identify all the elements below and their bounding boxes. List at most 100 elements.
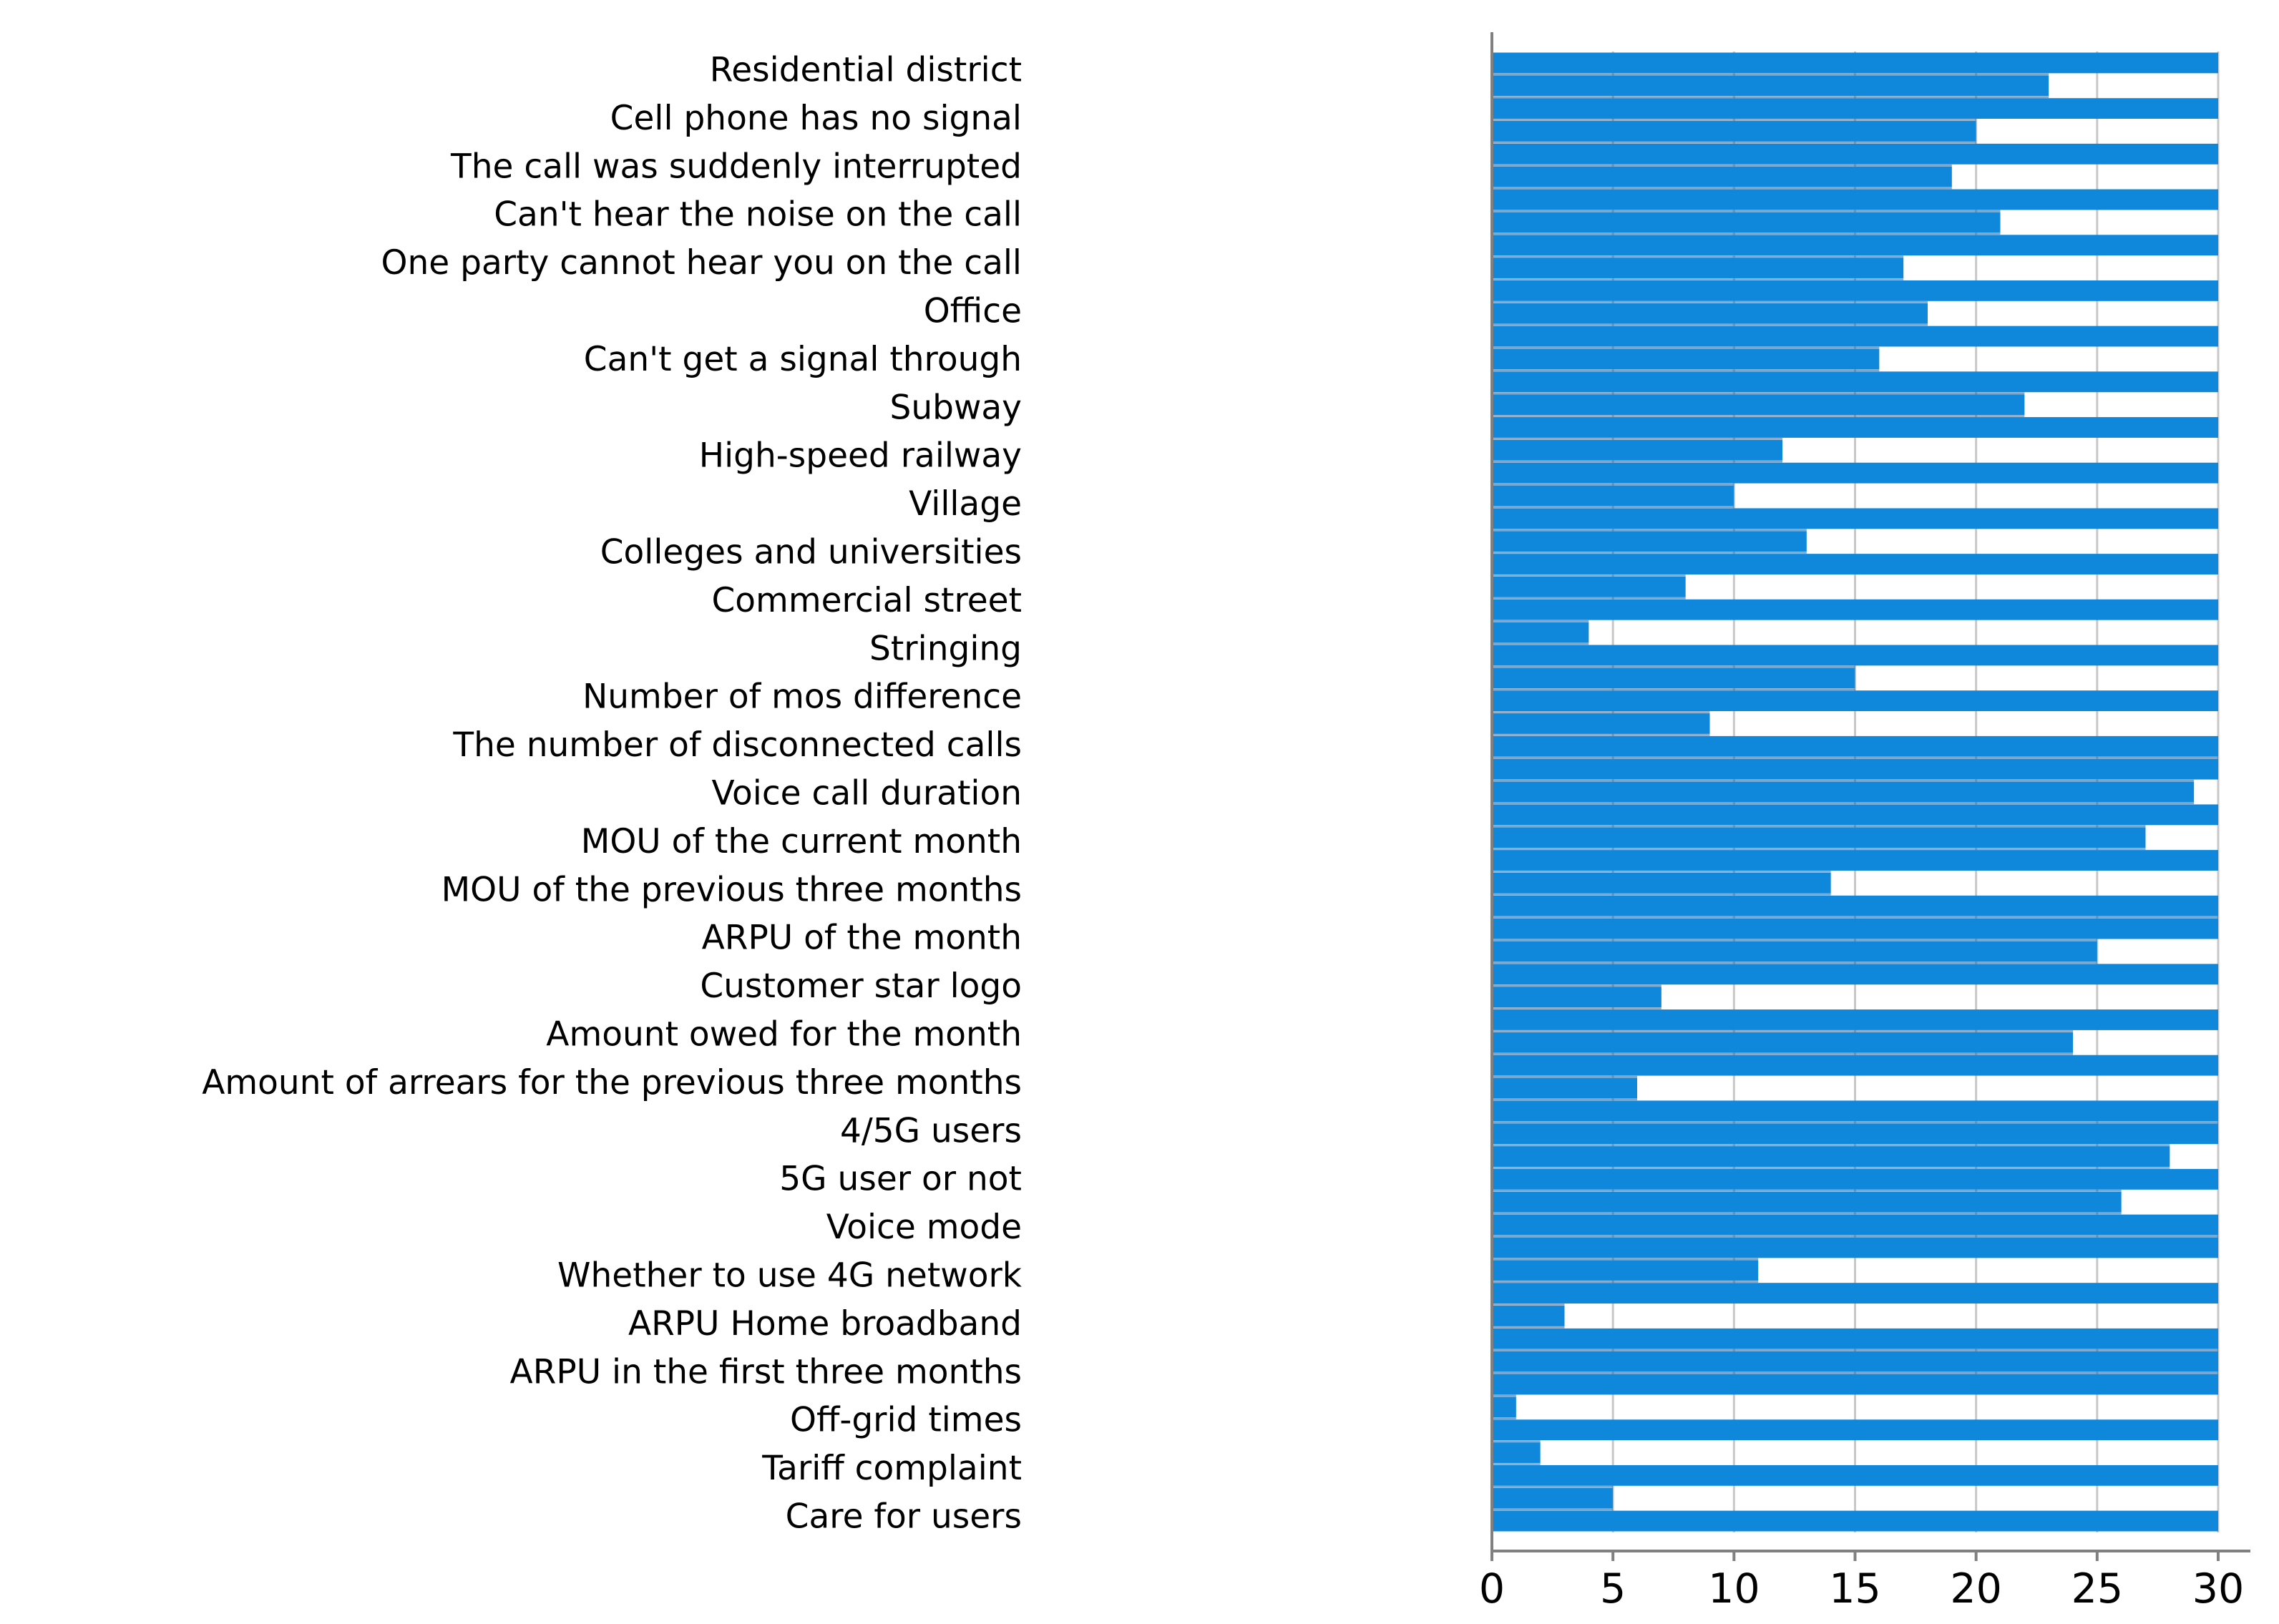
bar [1492,622,1589,643]
bar [1492,1328,2218,1349]
bar [1492,554,2218,574]
bar [1492,872,1831,894]
category-label: One party cannot hear you on the call [381,243,1022,283]
category-label: Village [909,484,1022,524]
category-label: The call was suddenly interrupted [450,147,1022,186]
bar [1492,599,2218,620]
bar [1492,667,1855,689]
bar [1492,531,1807,552]
category-label: MOU of the current month [581,822,1022,861]
bar [1492,735,2218,757]
bar [1492,804,2218,826]
category-label: Stringing [869,629,1022,668]
category-label: Commercial street [711,581,1022,620]
bar [1492,758,2218,780]
tick-labels: 0 5 10 15 20 25 30 [1479,1565,2244,1613]
bar [1492,143,2218,165]
category-label: 4/5G users [840,1111,1022,1150]
bar [1492,1396,1516,1418]
bar [1492,713,1710,734]
bar [1492,1283,2218,1304]
bar [1492,371,2218,393]
category-label: Amount of arrears for the previous three… [202,1063,1022,1102]
category-label: ARPU in the first three months [510,1352,1022,1391]
bar [1492,1009,2218,1030]
axes [1490,32,2250,1561]
bar [1492,964,2218,985]
category-label: Tariff complaint [761,1449,1022,1488]
bar [1492,1419,2218,1441]
x-tick-label: 5 [1600,1565,1626,1613]
bar [1492,189,2218,210]
category-label: Office [924,292,1022,331]
bar [1492,918,2218,939]
bar [1492,508,2218,529]
category-label: Can't hear the noise on the call [494,195,1022,235]
category-label: Cell phone has no signal [610,99,1022,138]
x-tick-label: 20 [1950,1565,2002,1613]
category-label: High-speed railway [699,436,1022,476]
bar [1492,895,2218,916]
bar [1492,1100,2218,1122]
bar [1492,235,2218,256]
bar [1492,166,1952,187]
x-tick-label: 30 [2192,1565,2245,1613]
bar [1492,1306,1565,1326]
category-label: Can't get a signal through [584,340,1022,379]
bar [1492,1351,2218,1372]
category-label: The number of disconnected calls [452,725,1022,765]
category-label: ARPU Home broadband [628,1304,1022,1344]
bar [1492,462,2218,484]
bar [1492,1374,2218,1395]
bar [1492,417,2218,438]
bars [1492,52,2218,1532]
bar [1492,1214,2218,1236]
bar [1492,394,2025,416]
bar [1492,1464,2218,1486]
bar [1492,98,2218,119]
bar [1492,850,2218,871]
bar [1492,576,1686,597]
bar [1492,439,1782,461]
bar [1492,303,1928,324]
x-tick-label: 10 [1708,1565,1760,1613]
category-label: Off-grid times [790,1401,1022,1440]
bar [1492,1146,2170,1167]
bar [1492,52,2218,74]
bar [1492,1510,2218,1532]
bar [1492,1442,1541,1463]
category-label: Care for users [786,1497,1022,1537]
category-label: Number of mos difference [582,678,1022,717]
bar [1492,690,2218,712]
category-label: Subway [889,388,1022,427]
x-tick-label: 15 [1829,1565,1881,1613]
category-label: MOU of the previous three months [441,870,1022,909]
x-tick-label: 25 [2071,1565,2124,1613]
bar [1492,75,2049,97]
x-tick-label: 0 [1479,1565,1505,1613]
bar [1492,121,1976,142]
bar [1492,212,2001,233]
bar [1492,1487,1614,1509]
bar [1492,280,2218,301]
category-label: 5G user or not [779,1160,1022,1199]
bar [1492,1237,2218,1258]
category-label: Voice call duration [712,774,1023,813]
bar [1492,1260,1759,1281]
category-label: Amount owed for the month [546,1015,1022,1055]
category-labels: Residential district Cell phone has no si… [202,51,1023,1537]
bar [1492,1123,2218,1145]
bar [1492,1032,2073,1053]
category-label: Colleges and universities [600,533,1022,572]
category-label: Voice mode [826,1208,1022,1247]
bar [1492,1077,1637,1099]
bar [1492,1191,2122,1213]
bar [1492,348,1880,370]
category-label: Whether to use 4G network [557,1256,1023,1296]
bar [1492,827,2146,848]
bar [1492,941,2097,962]
category-label: Customer star logo [700,967,1022,1006]
bar [1492,987,1661,1008]
bar [1492,1168,2218,1190]
